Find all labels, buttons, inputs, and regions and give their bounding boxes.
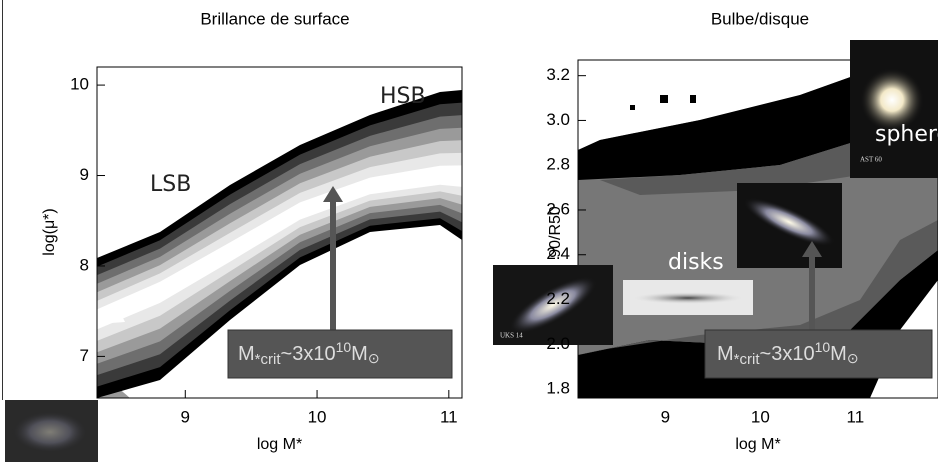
callout-part: ⊙ [847, 350, 859, 366]
axes [96, 59, 938, 399]
y-tick-label: 8 [80, 255, 89, 274]
callout-part: M [830, 343, 847, 365]
chart-title: Brillance de surface [200, 9, 349, 28]
texts: 90/R50 Brillance de surface 9 10 11 7 8 9 10 log … [41, 9, 938, 453]
callout-box [227, 329, 453, 379]
image-label: UKS 14 [500, 332, 523, 340]
y-tick-label: 2.0 [546, 334, 570, 353]
chart-title: Bulbe/disque [711, 9, 809, 28]
x-tick-label: 11 [847, 407, 865, 426]
y-tick-label: 9 [80, 165, 89, 184]
images [5, 40, 938, 462]
image-label: AST 60 [860, 156, 882, 164]
y-tick-label: 2.8 [546, 155, 570, 174]
x-tick-label: 10 [308, 407, 327, 426]
callout: M*crit~3x1010M⊙ [238, 339, 380, 368]
y-tick-label: 2.6 [546, 199, 570, 218]
y-tick-label: 3.2 [546, 65, 570, 84]
arrow-head [323, 186, 343, 202]
x-tick-label: 11 [440, 407, 458, 426]
plot-frame [96, 66, 463, 399]
contour [97, 152, 462, 341]
callout-part: M [238, 343, 255, 365]
y-tick-label: 1.8 [546, 379, 570, 398]
y-tick-label: 2.4 [546, 244, 570, 263]
callout-part: 10 [815, 339, 831, 355]
callout-part: ~3x10 [281, 343, 336, 365]
y-tick-label: 3.0 [546, 110, 570, 129]
x-axis-label: log M* [735, 436, 780, 453]
callout-part: M [717, 343, 734, 365]
callout-part: *crit [734, 351, 761, 368]
callout-part: M [351, 343, 368, 365]
callout-box [704, 329, 933, 379]
galaxy [860, 68, 924, 132]
contours-left [97, 67, 462, 398]
callout-part: 10 [336, 339, 352, 355]
annotation: LSB [150, 172, 191, 197]
callout-part: ⊙ [368, 350, 380, 366]
x-tick-label: 9 [181, 407, 190, 426]
contour [97, 312, 125, 324]
x-axis-label: log M* [257, 436, 302, 453]
annotation: HSB [380, 84, 426, 109]
annotation: spheroids [875, 122, 938, 147]
y-axis-label: log(μ*) [41, 208, 58, 255]
callout-part: *crit [255, 351, 282, 368]
callout: M*crit~3x1010M⊙ [717, 339, 859, 368]
galaxy [633, 292, 743, 304]
arrow-head [802, 241, 822, 257]
x-tick-label: 9 [661, 407, 670, 426]
contour [97, 165, 462, 330]
galaxy [10, 410, 90, 454]
galaxy [743, 197, 835, 247]
y-tick-label: 7 [80, 346, 89, 365]
galaxy [508, 276, 598, 334]
y-tick-label: 10 [70, 75, 89, 94]
callout-part: ~3x10 [760, 343, 815, 365]
annotation: disks [668, 250, 724, 275]
plot-frame [577, 59, 938, 399]
y-tick-label: 2.2 [546, 289, 570, 308]
x-tick-label: 10 [751, 407, 770, 426]
y-axis-label: 90/R50 [547, 206, 564, 258]
